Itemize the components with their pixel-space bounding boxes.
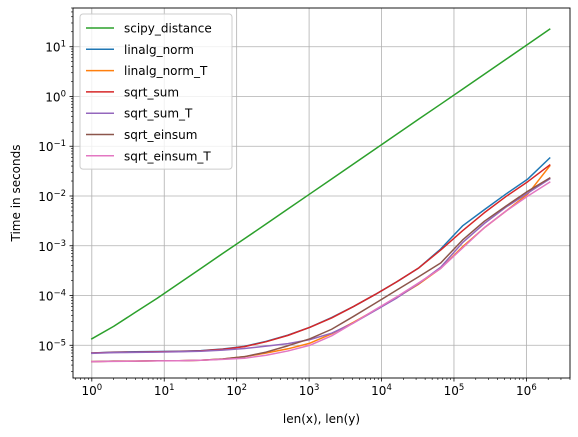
y-tick-label: 10−5: [38, 338, 66, 353]
legend-label-linalg-norm: linalg_norm: [124, 43, 194, 57]
x-tick-label: 105: [444, 383, 465, 398]
series-line-sqrt-sum-T: [91, 177, 551, 355]
x-tick-label: 106: [516, 383, 537, 398]
x-axis: 100 101 102 103 104 105 106: [75, 378, 571, 398]
legend-label-sqrt-einsum: sqrt_einsum: [124, 128, 197, 142]
legend-box: [79, 13, 233, 170]
y-axis: 10−5 10−4 10−3 10−2 10−1 100 101: [38, 7, 73, 372]
y-tick-label: 10−4: [38, 289, 66, 304]
series-line-sqrt-einsum-T: [91, 181, 551, 363]
x-tick-label: 104: [371, 383, 392, 398]
plot-frame: [72, 7, 571, 379]
x-tick-label: 103: [299, 383, 320, 398]
y-tick-label: 100: [45, 89, 66, 104]
x-tick-label: 100: [81, 383, 102, 398]
series-line-scipy-distance: [90, 28, 551, 340]
y-tick-label: 101: [45, 40, 66, 55]
y-tick-label: 10−1: [38, 139, 66, 154]
y-tick-label: 10−3: [38, 239, 66, 254]
series-lines: [90, 28, 551, 363]
legend-label-sqrt-sum: sqrt_sum: [124, 85, 179, 99]
legend-label-linalg-norm-T: linalg_norm_T: [124, 64, 208, 78]
x-tick-label: 102: [226, 383, 247, 398]
legend: scipy_distance linalg_norm linalg_norm_Tsq…: [79, 13, 233, 170]
y-axis-label: Time in seconds: [9, 145, 23, 243]
y-tick-label: 10−2: [38, 189, 66, 204]
x-axis-label: len(x), len(y): [283, 412, 360, 426]
legend-label-sqrt-einsum-T: sqrt_einsum_T: [124, 149, 211, 163]
x-tick-label: 101: [154, 383, 175, 398]
legend-label-scipy-distance: scipy_distance: [124, 22, 212, 36]
legend-label-sqrt-sum-T: sqrt_sum_T: [124, 107, 193, 121]
